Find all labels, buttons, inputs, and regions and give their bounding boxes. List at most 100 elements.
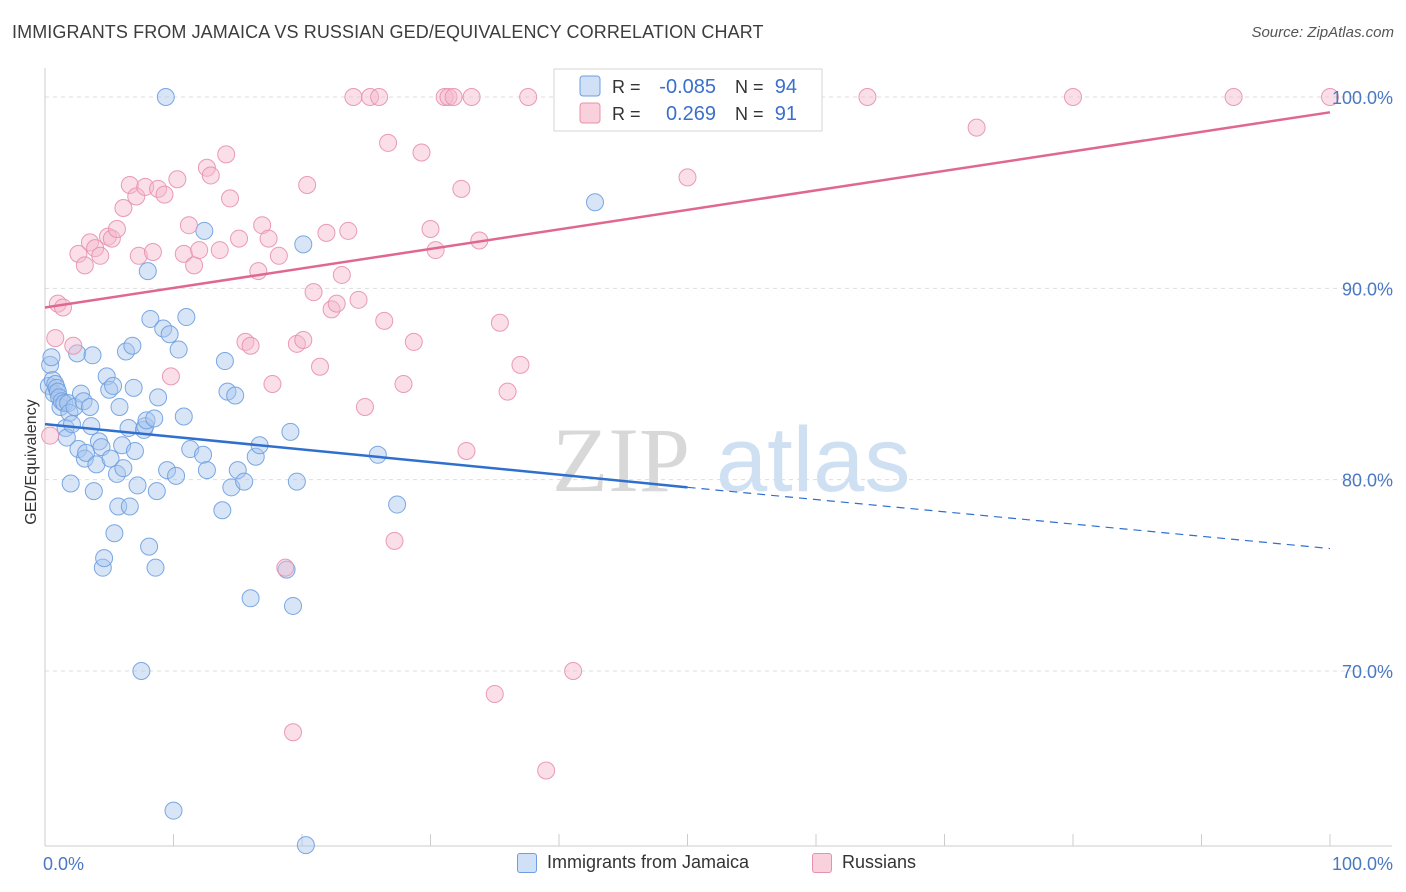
jamaica-point: [125, 441, 144, 460]
jamaica-point: [145, 409, 164, 428]
russians-point: [355, 397, 374, 416]
jamaica-point: [97, 367, 116, 386]
jamaica-point: [110, 397, 129, 416]
russians-point: [294, 330, 313, 349]
russians-point: [127, 187, 146, 206]
russians-point: [129, 246, 148, 265]
russians-point: [1321, 88, 1339, 106]
russians-point: [1224, 88, 1243, 106]
y-tick-label: 70.0%: [1342, 662, 1393, 682]
jamaica-point: [138, 262, 157, 281]
russians-point: [858, 88, 877, 106]
russians-point: [64, 336, 83, 355]
russians-point: [317, 223, 336, 242]
jamaica-point: [164, 801, 183, 820]
jamaica-point: [585, 193, 604, 212]
jamaica-point: [55, 394, 74, 413]
jamaica-point: [195, 221, 214, 240]
jamaica-point: [48, 382, 67, 401]
russians-point: [201, 166, 220, 185]
x-tick-label: 100.0%: [1332, 854, 1393, 874]
legend-r-value-1: -0.085: [659, 76, 716, 98]
source-label: Source: ZipAtlas.com: [1251, 24, 1394, 41]
jamaica-point: [368, 445, 387, 464]
jamaica-point: [146, 558, 165, 577]
russians-point: [537, 761, 556, 780]
jamaica-point: [246, 447, 265, 466]
russians-point: [107, 220, 126, 239]
jamaica-point: [294, 235, 313, 254]
bottom-legend-label-russians: Russians: [842, 852, 917, 872]
russians-point: [322, 300, 341, 319]
bottom-legend-russians: Russians: [812, 852, 916, 873]
russians-point: [185, 256, 204, 275]
russians-point: [210, 241, 229, 260]
russians-point: [298, 176, 317, 195]
correlation-legend: R = -0.085 N = 94 R = 0.269 N = 91: [553, 68, 823, 132]
russians-point: [190, 241, 209, 260]
russians-point: [46, 329, 65, 348]
jamaica-point: [120, 497, 139, 516]
russians-point: [41, 426, 60, 445]
jamaica-point: [93, 558, 112, 577]
jamaica-point: [83, 346, 102, 365]
russians-point: [230, 229, 249, 248]
x-tick-labels: 0.0% 100.0%: [43, 854, 1393, 874]
russians-point: [161, 367, 180, 386]
bottom-legend-swatch-jamaica: [517, 852, 537, 873]
russians-point: [269, 246, 288, 265]
gridlines: [45, 96, 1392, 672]
russians-point: [259, 229, 278, 248]
jamaica-point: [132, 662, 151, 680]
bottom-legend-swatch-russians: [812, 852, 832, 873]
russians-point: [339, 221, 358, 240]
russians-point: [91, 246, 110, 265]
bottom-legend-label-jamaica: Immigrants from Jamaica: [547, 852, 750, 872]
russians-point: [80, 233, 99, 252]
y-tick-labels: 100.0% 90.0% 80.0% 70.0%: [1332, 88, 1393, 682]
legend-r-label-1: R =: [612, 77, 641, 97]
jamaica-point: [101, 449, 120, 468]
jamaica-point: [197, 461, 216, 480]
russians-point: [276, 558, 295, 577]
russians-point: [412, 143, 431, 162]
jamaica-point: [62, 415, 81, 434]
russians-point: [404, 332, 423, 351]
jamaica-point: [128, 476, 147, 495]
trend-lines: [44, 111, 1331, 550]
jamaica-point: [226, 386, 245, 405]
jamaica-point: [149, 388, 168, 407]
jamaica-point: [281, 422, 300, 441]
russians-point: [564, 662, 583, 680]
legend-n-label-1: N =: [735, 77, 764, 97]
russians-point: [385, 531, 404, 550]
russians-point: [53, 298, 72, 317]
russians-point: [452, 179, 471, 198]
jamaica-point: [167, 466, 186, 485]
jamaica-point: [84, 482, 103, 501]
x-tick-label: 0.0%: [43, 854, 84, 874]
jamaica-point: [141, 309, 160, 328]
y-tick-label: 100.0%: [1332, 88, 1393, 108]
watermark-atlas: atlas: [716, 409, 910, 511]
jamaica-point: [215, 352, 234, 371]
russians-point: [143, 242, 162, 261]
legend-n-label-2: N =: [735, 104, 764, 124]
russians-point: [168, 170, 187, 189]
legend-swatch-russians: [579, 102, 601, 124]
russians-point: [967, 118, 986, 137]
jamaica-point: [194, 445, 213, 464]
russians-point: [332, 265, 351, 284]
jamaica-point: [41, 355, 60, 374]
jamaica-point: [241, 589, 260, 608]
jamaica-point: [296, 836, 315, 855]
russians-point: [421, 220, 440, 239]
russians-point: [490, 313, 509, 332]
jamaica-point: [147, 482, 166, 501]
russians-point: [155, 185, 174, 204]
russians-point: [444, 88, 463, 106]
jamaica-point: [287, 472, 306, 491]
russians-point: [327, 294, 346, 313]
russians-point: [394, 375, 413, 393]
